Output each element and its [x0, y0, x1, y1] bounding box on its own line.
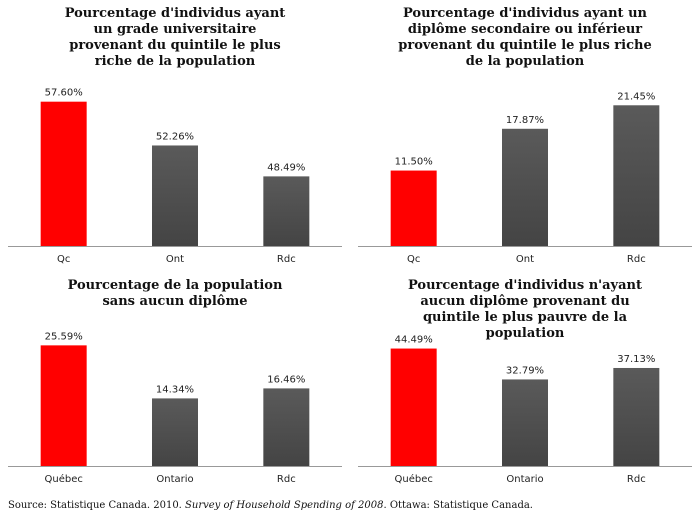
chart-1: 57.60% Qc 52.26% Ont 48.49% Rdc — [8, 88, 342, 265]
source-title: Survey of Household Spending of 2008 — [185, 500, 384, 511]
category-label: Rdc — [627, 254, 646, 265]
chart-title-2: Pourcentage d'individus ayant un diplôme… — [398, 6, 652, 69]
category-label: Québec — [394, 473, 432, 485]
value-label: 37.13% — [617, 354, 655, 365]
bar-rdc — [263, 176, 310, 246]
category-label: Rdc — [277, 254, 296, 265]
value-label: 17.87% — [506, 115, 544, 126]
chart-panel-1: Pourcentage d'individus ayant un grade u… — [0, 0, 350, 270]
category-label: Ont — [166, 254, 184, 265]
chart-title-3: Pourcentage de la population sans aucun … — [67, 278, 283, 309]
bar-ontario — [502, 379, 548, 466]
source-suffix: . Ottawa: Statistique Canada. — [383, 500, 533, 511]
bar-qc — [390, 170, 437, 246]
bar-ont — [502, 128, 548, 246]
category-label: Qc — [57, 254, 70, 265]
source-note: Source: Statistique Canada. 2010. Survey… — [8, 500, 533, 511]
bar-québec — [390, 348, 437, 466]
bar-rdc — [613, 105, 660, 246]
category-label: Rdc — [627, 474, 646, 485]
category-label: Ontario — [506, 474, 543, 485]
value-label: 11.50% — [395, 157, 433, 168]
category-label: Ontario — [156, 474, 193, 485]
value-label: 32.79% — [506, 365, 544, 376]
chart-title-4: Pourcentage d'individus n'ayant aucun di… — [407, 278, 642, 341]
bar-ontario — [152, 398, 198, 466]
value-label: 52.26% — [156, 131, 194, 142]
chart-3: 25.59% Québec 14.34% Ontario 16.46% Rdc — [8, 331, 342, 485]
value-label: 48.49% — [267, 162, 305, 173]
chart-panel-3: Pourcentage de la population sans aucun … — [0, 272, 350, 490]
chart-panel-2: Pourcentage d'individus ayant un diplôme… — [350, 0, 700, 270]
category-label: Ont — [516, 254, 534, 265]
value-label: 25.59% — [45, 331, 83, 342]
chart-2: 11.50% Qc 17.87% Ont 21.45% Rdc — [358, 91, 692, 265]
chart-title-1: Pourcentage d'individus ayant un grade u… — [64, 6, 286, 69]
bar-ont — [152, 145, 198, 246]
value-label: 16.46% — [267, 374, 305, 385]
category-label: Qc — [407, 254, 420, 265]
category-label: Rdc — [277, 474, 296, 485]
bar-rdc — [263, 388, 310, 466]
chart-4: 44.49% Québec 32.79% Ontario 37.13% Rdc — [358, 335, 692, 485]
chart-panel-4: Pourcentage d'individus n'ayant aucun di… — [350, 272, 700, 490]
value-label: 21.45% — [617, 91, 655, 102]
value-label: 57.60% — [45, 88, 83, 99]
category-label: Québec — [44, 473, 82, 485]
value-label: 44.49% — [395, 335, 433, 346]
value-label: 14.34% — [156, 384, 194, 395]
bar-rdc — [613, 367, 660, 466]
bar-québec — [40, 345, 87, 466]
bar-qc — [40, 101, 87, 247]
source-prefix: Source: Statistique Canada. 2010. — [8, 500, 186, 511]
